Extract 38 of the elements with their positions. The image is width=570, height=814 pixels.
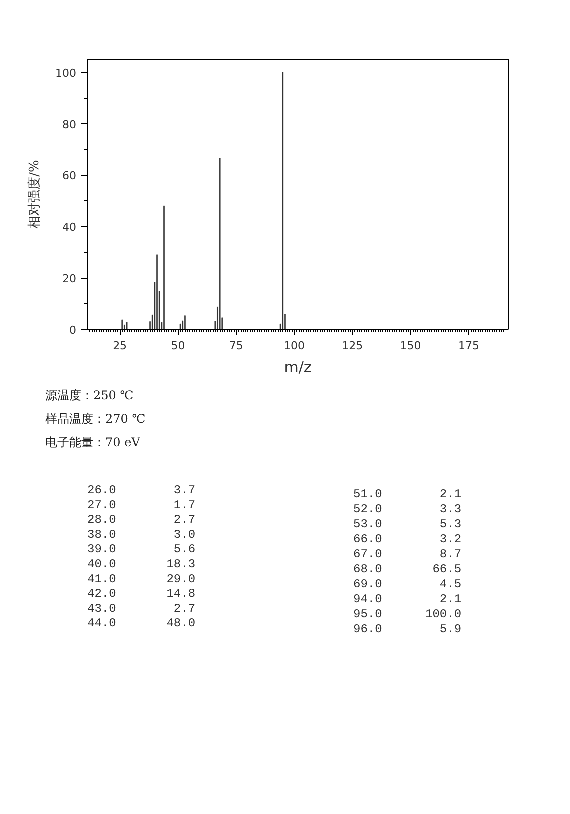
text: 44.0 48.0 <box>88 616 196 631</box>
text: 源温度：250 ℃ <box>46 388 134 402</box>
text: 样品温度：270 ℃ <box>46 412 146 426</box>
y-tick-label: 60 <box>62 170 77 183</box>
x-tick-label: 125 <box>342 340 364 352</box>
text: 69.0 4.5 <box>354 578 462 592</box>
x-tick-label: 150 <box>400 340 422 352</box>
text: 66.0 3.2 <box>354 532 462 546</box>
text: 41.0 29.0 <box>88 572 196 586</box>
y-axis-title: 相对强度/% <box>26 160 43 229</box>
y-tick-label: 0 <box>70 324 76 337</box>
y-tick-label: 20 <box>62 272 77 286</box>
text: 68.0 66.5 <box>354 562 462 576</box>
text: 39.0 5.6 <box>88 542 196 557</box>
text: 26.0 3.7 <box>88 484 196 498</box>
x-tick-label: 25 <box>113 340 128 352</box>
x-tick-label: 75 <box>229 340 244 352</box>
text: 28.0 2.7 <box>88 513 196 528</box>
x-axis-title: m/z <box>284 358 312 376</box>
y-tick-label: 80 <box>62 118 77 132</box>
text: 51.0 2.1 <box>354 488 462 502</box>
text: 95.0 100.0 <box>354 608 462 622</box>
text: 40.0 18.3 <box>88 558 196 572</box>
text: 53.0 5.3 <box>354 518 462 532</box>
text: 27.0 1.7 <box>88 498 196 512</box>
text: 电子能量：70 eV <box>46 436 141 450</box>
y-tick-label: 100 <box>56 66 77 80</box>
text: 42.0 14.8 <box>88 587 196 602</box>
x-tick-label: 175 <box>458 340 480 352</box>
x-tick-label: 100 <box>284 340 306 352</box>
text: 94.0 2.1 <box>354 592 462 606</box>
text: 96.0 5.9 <box>354 622 462 636</box>
text: 43.0 2.7 <box>88 602 196 616</box>
text: 38.0 3.0 <box>88 528 196 542</box>
text: 52.0 3.3 <box>354 502 462 516</box>
text: 67.0 8.7 <box>354 548 462 562</box>
x-tick-label: 50 <box>171 340 186 352</box>
y-tick-label: 40 <box>62 221 77 234</box>
